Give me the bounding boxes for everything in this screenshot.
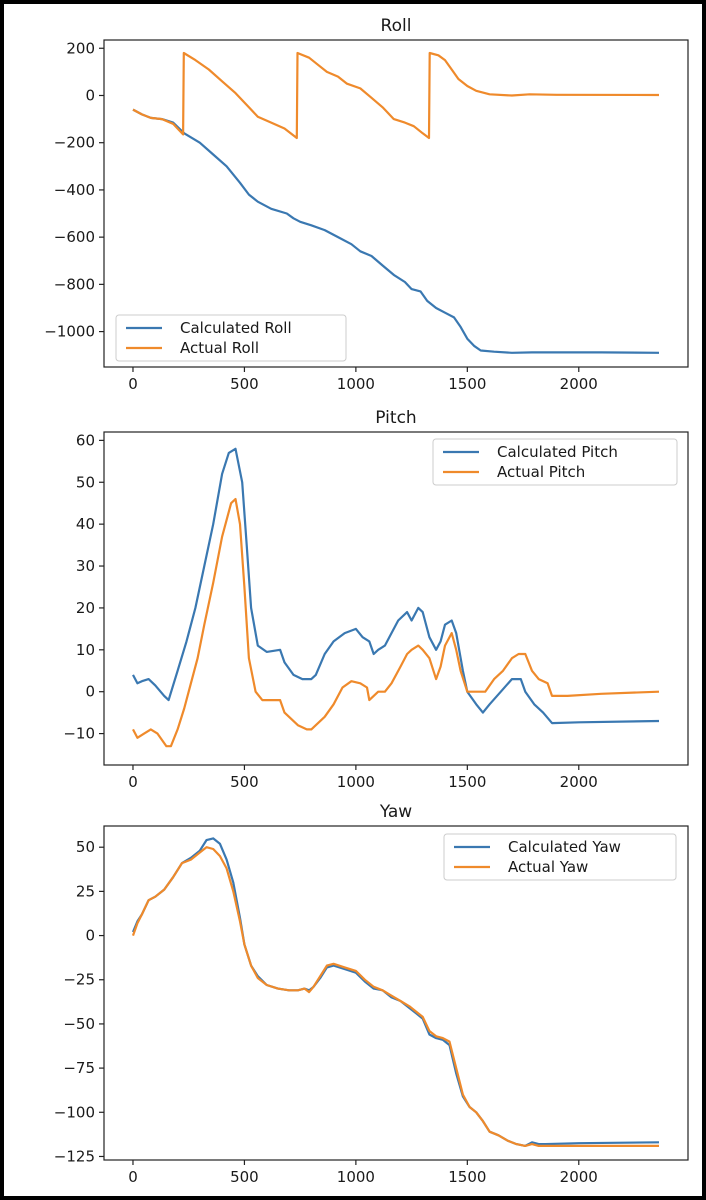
y-tick-label: −800 (54, 275, 95, 293)
y-tick-label: 0 (85, 86, 95, 104)
x-tick-label: 1000 (337, 375, 375, 393)
y-tick-label: 10 (76, 641, 95, 659)
legend-box (115, 314, 347, 362)
chart-title: Roll (381, 16, 412, 36)
x-tick-label: 2000 (560, 773, 598, 791)
legend: Calculated Pitch Actual Pitch (432, 438, 678, 486)
x-tick-label: 2000 (560, 1168, 598, 1186)
legend-box (443, 833, 677, 881)
x-tick-label: 1000 (337, 773, 375, 791)
y-tick-label: 20 (76, 599, 95, 617)
legend-label-2: Actual Pitch (497, 463, 585, 481)
y-tick-label: 0 (85, 927, 95, 945)
x-tick-label: 500 (230, 773, 259, 791)
chart-2: Pitch 0 500 1000 1500 2000 60 50 40 30 20 10 0 −10 Cal… (63, 408, 689, 791)
axes-frame (103, 39, 689, 368)
legend-label-2: Actual Roll (180, 339, 259, 357)
y-tick-label: −200 (54, 134, 95, 152)
series-line-2 (132, 51, 660, 140)
legend-label-1: Calculated Pitch (497, 443, 618, 461)
x-tick-label: 500 (230, 1168, 259, 1186)
series-line-2 (131, 846, 659, 1147)
y-tick-label: −75 (63, 1059, 95, 1077)
legend: Calculated Yaw Actual Yaw (443, 833, 677, 881)
y-tick-label: −50 (63, 1015, 95, 1033)
y-tick-label: 50 (76, 473, 95, 491)
legend-label-1: Calculated Yaw (508, 838, 621, 856)
x-tick-label: 1500 (448, 375, 486, 393)
y-tick-label: 0 (85, 683, 95, 701)
y-tick-label: 50 (76, 838, 95, 856)
axes-frame (103, 825, 689, 1161)
chart-title: Pitch (375, 408, 416, 428)
y-tick-label: −600 (54, 228, 95, 246)
y-tick-label: −400 (54, 181, 95, 199)
series-line-1 (132, 447, 660, 725)
chart-3: Yaw 0 500 1000 1500 2000 50 25 0 −25 −50 −75 −100 −12… (54, 802, 689, 1186)
axes-frame (103, 431, 689, 766)
legend-label-2: Actual Yaw (508, 858, 588, 876)
x-tick-label: 0 (128, 1168, 138, 1186)
x-tick-label: 2000 (560, 375, 598, 393)
y-tick-label: −125 (54, 1147, 95, 1165)
legend-box (432, 438, 678, 486)
y-tick-label: −10 (63, 725, 95, 743)
x-tick-label: 1000 (337, 1168, 375, 1186)
series-line-2 (132, 497, 660, 748)
x-tick-label: 0 (128, 375, 138, 393)
y-tick-label: 30 (76, 557, 95, 575)
y-tick-label: 25 (76, 882, 95, 900)
legend-label-1: Calculated Roll (180, 319, 292, 337)
y-tick-label: 200 (66, 39, 95, 57)
x-tick-label: 1500 (448, 773, 486, 791)
y-tick-label: 60 (76, 431, 95, 449)
legend: Calculated Roll Actual Roll (115, 314, 347, 362)
series-line-1 (131, 837, 660, 1147)
y-tick-label: −100 (54, 1103, 95, 1121)
series-line-1 (132, 108, 660, 354)
chart-title: Yaw (379, 802, 412, 822)
x-tick-label: 0 (128, 773, 138, 791)
y-tick-label: 40 (76, 515, 95, 533)
x-tick-label: 1500 (448, 1168, 486, 1186)
y-tick-label: −1000 (44, 323, 95, 341)
y-tick-label: −25 (63, 971, 95, 989)
x-tick-label: 500 (230, 375, 259, 393)
